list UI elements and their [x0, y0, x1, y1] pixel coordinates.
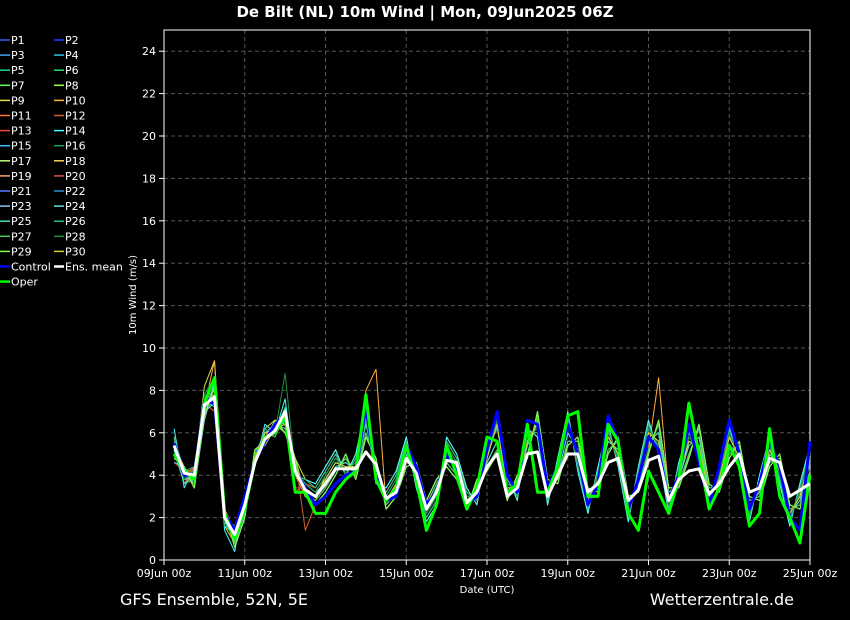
legend-label-p17: P17	[11, 155, 32, 168]
y-tick-label: 24	[142, 45, 156, 58]
series-line-p30	[173, 398, 811, 536]
y-tick-label: 18	[142, 172, 156, 185]
y-tick-label: 20	[142, 130, 156, 143]
series-line-p5	[173, 381, 811, 548]
legend-label-p16: P16	[65, 140, 86, 153]
legend-label-p10: P10	[65, 94, 86, 107]
series-line-p17	[173, 385, 811, 548]
footer-site: Wetterzentrale.de	[650, 590, 794, 609]
footer-source: GFS Ensemble, 52N, 5E	[120, 590, 308, 609]
series-line-p23	[173, 381, 811, 548]
series-line-p8	[173, 398, 811, 536]
legend-label-p5: P5	[11, 64, 25, 77]
y-tick-label: 14	[142, 257, 156, 270]
legend-label-p2: P2	[65, 34, 79, 47]
legend-label-control: Control	[11, 261, 51, 274]
legend-label-p30: P30	[65, 245, 86, 258]
y-tick-label: 12	[142, 300, 156, 313]
series-line-control	[172, 399, 812, 532]
y-tick-label: 22	[142, 88, 156, 101]
x-tick-label: 15Jun 00z	[379, 567, 434, 580]
series-line-p15	[173, 394, 811, 544]
y-tick-label: 2	[149, 512, 156, 525]
series-line-p10	[173, 360, 811, 531]
legend-label-p11: P11	[11, 110, 32, 123]
legend-label-p26: P26	[65, 215, 86, 228]
legend-label-p3: P3	[11, 49, 25, 62]
legend-label-p20: P20	[65, 170, 86, 183]
legend: P1 P2 P3 P4 P5 P6 P7 P8 P9 P10 P11 P12 P13 P14 P15 P16 P…	[0, 34, 123, 289]
x-tick-label: 17Jun 00z	[460, 567, 515, 580]
series-lines	[172, 360, 812, 552]
legend-label-p22: P22	[65, 185, 86, 198]
y-tick-label: 8	[149, 384, 156, 397]
legend-label-p4: P4	[65, 49, 79, 62]
series-line-p13	[173, 389, 811, 540]
x-tick-label: 21Jun 00z	[621, 567, 676, 580]
x-tick-label: 09Jun 00z	[137, 567, 192, 580]
legend-label-ens-mean: Ens. mean	[65, 261, 123, 274]
y-tick-label: 10	[142, 342, 156, 355]
x-axis-label: Date (UTC)	[460, 585, 515, 596]
x-axis: 09Jun 00z 11Jun 00z 13Jun 00z 15Jun 00z 17Ju…	[137, 560, 838, 580]
x-tick-label: 19Jun 00z	[541, 567, 596, 580]
y-axis-label: 10m Wind (m/s)	[128, 255, 139, 335]
legend-label-p15: P15	[11, 140, 32, 153]
series-line-p3	[173, 394, 811, 544]
legend-label-p14: P14	[65, 125, 86, 138]
chart-title: De Bilt (NL) 10m Wind | Mon, 09Jun2025 0…	[236, 3, 613, 22]
series-line-p18	[173, 398, 811, 536]
legend-label-p7: P7	[11, 79, 25, 92]
y-tick-label: 16	[142, 215, 156, 228]
series-line-p20	[173, 402, 811, 531]
series-line-ens-mean	[172, 395, 811, 537]
x-tick-label: 11Jun 00z	[218, 567, 273, 580]
y-tick-label: 4	[149, 469, 156, 482]
legend-label-p25: P25	[11, 215, 32, 228]
x-tick-label: 13Jun 00z	[298, 567, 353, 580]
x-tick-label: 25Jun 00z	[783, 567, 838, 580]
legend-label-p27: P27	[11, 230, 32, 243]
series-line-p24	[173, 398, 811, 536]
legend-label-p6: P6	[65, 64, 79, 77]
legend-label-p12: P12	[65, 110, 86, 123]
legend-label-p8: P8	[65, 79, 79, 92]
legend-label-p18: P18	[65, 155, 86, 168]
series-line-p21	[173, 394, 811, 544]
series-line-p26	[173, 402, 811, 531]
legend-label-p13: P13	[11, 125, 32, 138]
legend-label-p29: P29	[11, 245, 32, 258]
legend-label-p19: P19	[11, 170, 32, 183]
legend-label-p1: P1	[11, 34, 25, 47]
legend-label-p23: P23	[11, 200, 32, 213]
series-line-p11	[173, 402, 811, 527]
series-line-p28	[173, 372, 811, 527]
series-line-p29	[173, 385, 811, 548]
legend-label-oper: Oper	[11, 276, 38, 289]
legend-label-p21: P21	[11, 185, 32, 198]
grid	[164, 30, 810, 560]
series-line-p25	[173, 389, 811, 540]
y-tick-label: 6	[149, 427, 156, 440]
legend-label-p9: P9	[11, 94, 25, 107]
legend-label-p24: P24	[65, 200, 86, 213]
series-line-p12	[173, 385, 811, 548]
x-tick-label: 23Jun 00z	[702, 567, 757, 580]
series-line-p27	[173, 394, 811, 544]
y-tick-label: 0	[149, 554, 156, 567]
legend-label-p28: P28	[65, 230, 86, 243]
